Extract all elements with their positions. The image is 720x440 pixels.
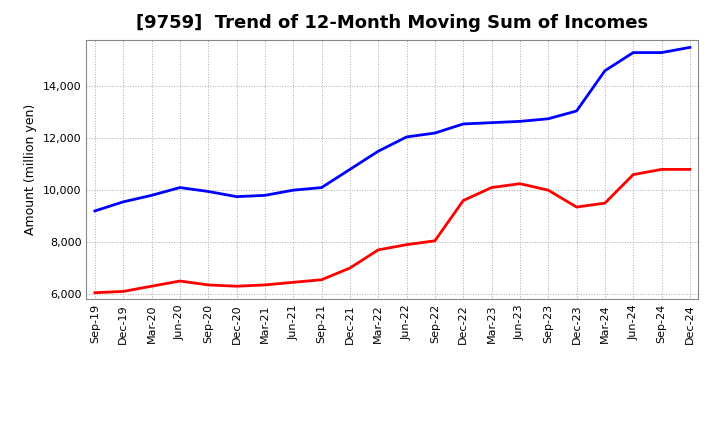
- Ordinary Income: [176, 185, 184, 190]
- Ordinary Income: [572, 108, 581, 114]
- Net Income: [600, 201, 609, 206]
- Net Income: [289, 280, 297, 285]
- Ordinary Income: [459, 121, 467, 127]
- Net Income: [685, 167, 694, 172]
- Net Income: [487, 185, 496, 190]
- Ordinary Income: [629, 50, 637, 55]
- Ordinary Income: [374, 149, 382, 154]
- Net Income: [629, 172, 637, 177]
- Net Income: [544, 187, 552, 193]
- Ordinary Income: [657, 50, 666, 55]
- Net Income: [374, 247, 382, 253]
- Ordinary Income: [544, 116, 552, 121]
- Ordinary Income: [402, 134, 411, 139]
- Ordinary Income: [204, 189, 212, 194]
- Net Income: [459, 198, 467, 203]
- Ordinary Income: [119, 199, 127, 205]
- Net Income: [119, 289, 127, 294]
- Title: [9759]  Trend of 12-Month Moving Sum of Incomes: [9759] Trend of 12-Month Moving Sum of I…: [136, 15, 649, 33]
- Ordinary Income: [600, 68, 609, 73]
- Line: Net Income: Net Income: [95, 169, 690, 293]
- Ordinary Income: [487, 120, 496, 125]
- Net Income: [233, 284, 241, 289]
- Ordinary Income: [148, 193, 156, 198]
- Y-axis label: Amount (million yen): Amount (million yen): [24, 104, 37, 235]
- Net Income: [572, 205, 581, 210]
- Net Income: [148, 284, 156, 289]
- Ordinary Income: [261, 193, 269, 198]
- Net Income: [204, 282, 212, 288]
- Net Income: [176, 279, 184, 284]
- Ordinary Income: [685, 45, 694, 50]
- Net Income: [431, 238, 439, 243]
- Net Income: [516, 181, 524, 186]
- Net Income: [346, 265, 354, 271]
- Line: Ordinary Income: Ordinary Income: [95, 48, 690, 211]
- Net Income: [91, 290, 99, 295]
- Ordinary Income: [233, 194, 241, 199]
- Ordinary Income: [431, 130, 439, 136]
- Net Income: [261, 282, 269, 288]
- Ordinary Income: [318, 185, 326, 190]
- Ordinary Income: [516, 119, 524, 124]
- Net Income: [402, 242, 411, 247]
- Net Income: [657, 167, 666, 172]
- Net Income: [318, 277, 326, 282]
- Ordinary Income: [289, 187, 297, 193]
- Ordinary Income: [346, 167, 354, 172]
- Ordinary Income: [91, 208, 99, 213]
